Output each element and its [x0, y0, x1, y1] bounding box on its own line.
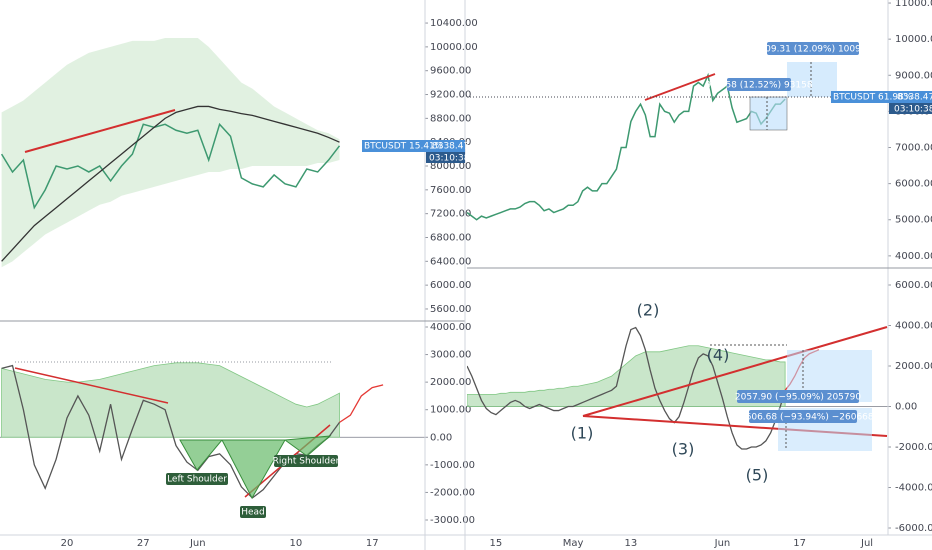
price-label: BTCUSDT 15.41% [364, 142, 444, 152]
area [1, 362, 340, 438]
annotation: Right Shoulder [273, 457, 340, 467]
pattern-shape [283, 435, 332, 457]
y-tick-label: 7200.00 [430, 209, 471, 220]
price-label: BTCUSDT 61.98% [833, 93, 913, 103]
y-tick-label: 5600.00 [430, 304, 471, 315]
y-tick-label: 10000.00 [895, 34, 932, 45]
band [1, 37, 340, 268]
x-tick-label: Jun [714, 538, 731, 549]
y-tick-label: -2000.00 [430, 487, 475, 498]
y-tick-label: 9000.00 [895, 70, 932, 81]
y-tick-label: -3000.00 [430, 515, 475, 526]
price-label-box [362, 140, 465, 152]
annotation: Head [241, 508, 265, 518]
x-tick-label: Jun [189, 538, 206, 549]
wave-label: (5) [746, 466, 769, 485]
y-tick-label: 4000.00 [430, 322, 471, 333]
y-tick-label: 8800.00 [430, 113, 471, 124]
y-tick-label: 3000.00 [430, 350, 471, 361]
x-tick-label: 20 [61, 538, 74, 549]
y-tick-label: 9600.00 [430, 66, 471, 77]
plot-area [0, 362, 425, 499]
x-tick-label: 10 [290, 538, 303, 549]
annotation: Left Shoulder [167, 475, 227, 485]
line [339, 384, 384, 423]
x-tick-label: 15 [490, 538, 503, 549]
measure-label-box [737, 390, 859, 403]
measure-box [787, 62, 837, 97]
y-tick-label: 4000.00 [895, 321, 932, 332]
annotation-box [166, 473, 228, 485]
measure-label: −2606.68 (−93.94%) −260668 [732, 413, 874, 423]
y-tick-label: 6000.00 [895, 280, 932, 291]
line [0, 122, 341, 210]
line [1, 105, 340, 262]
wave-label: (2) [637, 301, 660, 320]
trendline [14, 367, 169, 404]
y-tick-label: 1000.00 [430, 405, 471, 416]
y-tick-label: 0.00 [895, 401, 917, 412]
y-tick-label: 9200.00 [430, 90, 471, 101]
measure-label: 2057.90 (−95.09%) 205790 [735, 393, 861, 403]
measure-label-box [767, 42, 859, 55]
price-value: 8338.47 [897, 93, 932, 103]
y-tick-label: 0.00 [430, 432, 452, 443]
x-tick-label: 17 [793, 538, 806, 549]
y-tick-label: 4000.00 [895, 251, 932, 262]
countdown: 03:10:38 [429, 154, 470, 164]
y-tick-label: 10000.00 [430, 42, 478, 53]
line [467, 326, 786, 450]
trendline [24, 109, 176, 153]
wave-label: (1) [571, 424, 594, 443]
measure-label: 1009.31 (12.09%) 100931 [754, 45, 873, 55]
wave-label: (3) [672, 440, 695, 459]
area [467, 345, 786, 407]
y-tick-label: 5000.00 [895, 215, 932, 226]
x-tick-label: 27 [137, 538, 150, 549]
pattern-shape [179, 439, 224, 471]
measure-label-box [749, 410, 857, 423]
trendline [582, 326, 888, 417]
y-tick-label: 6400.00 [430, 256, 471, 267]
price-value: 8338.47 [432, 142, 469, 152]
pattern-shape [221, 439, 286, 500]
plot-area [467, 326, 888, 450]
y-tick-label: -6000.00 [895, 523, 932, 534]
x-tick-label: Jul [860, 538, 873, 549]
y-tick-label: -2000.00 [895, 442, 932, 453]
y-tick-label: 7600.00 [430, 185, 471, 196]
countdown-box [426, 152, 465, 163]
y-tick-label: 10400.00 [430, 18, 478, 29]
y-tick-label: 2000.00 [895, 361, 932, 372]
annotation-box [240, 506, 266, 518]
y-tick-label: 6000.00 [430, 280, 471, 291]
wave-label: (4) [707, 346, 730, 365]
y-tick-label: 2000.00 [430, 377, 471, 388]
y-tick-label: 8000.00 [430, 161, 471, 172]
y-tick-label: 6800.00 [430, 232, 471, 243]
x-tick-label: 13 [625, 538, 638, 549]
y-tick-label: 11000.00 [895, 0, 932, 9]
plot-area [0, 37, 341, 268]
measure-box [749, 96, 788, 131]
measure-label: 931.58 (12.52%) 93158 [705, 81, 812, 91]
trendline [644, 73, 716, 101]
y-tick-label: 6000.00 [895, 179, 932, 190]
countdown: 03:10:38 [894, 105, 932, 115]
line [467, 72, 786, 221]
x-tick-label: 17 [366, 538, 379, 549]
price-label-box [831, 91, 932, 103]
countdown-box [889, 103, 932, 114]
plot-area [467, 72, 786, 221]
y-tick-label: 7000.00 [895, 143, 932, 154]
annotation-box [274, 455, 338, 467]
measure-label-box [727, 78, 791, 91]
y-tick-label: -4000.00 [895, 482, 932, 493]
y-tick-label: -1000.00 [430, 460, 475, 471]
x-tick-label: May [563, 538, 584, 549]
